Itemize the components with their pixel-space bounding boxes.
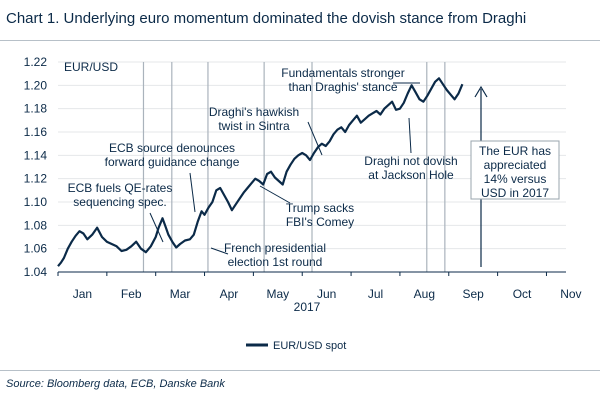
annotation-french: French presidential [224, 241, 326, 255]
y-axis-label: EUR/USD [64, 60, 118, 74]
legend-label: EUR/USD spot [273, 340, 346, 352]
y-tick-label: 1.22 [24, 55, 48, 69]
legend: EUR/USD spot [246, 340, 346, 352]
x-tick-label-jan: Jan [73, 287, 92, 301]
annotation-french: election 1st round [228, 255, 323, 269]
y-tick-label: 1.20 [24, 78, 48, 92]
event-lines [142, 62, 446, 272]
source-note: Source: Bloomberg data, ECB, Danske Bank [6, 378, 225, 390]
chart-title: Chart 1. Underlying euro momentum domina… [6, 10, 527, 27]
series-line-eurusd [57, 77, 464, 267]
x-tick-label-jul: Jul [368, 287, 383, 301]
y-tick-label: 1.18 [24, 102, 48, 116]
annotation-jackson: Draghi not dovish [364, 154, 457, 168]
y-tick-label: 1.12 [24, 172, 48, 186]
annotation-ecb-fwd: ECB source denounces [109, 141, 235, 155]
x-tick-label-sep: Sep [463, 287, 485, 301]
callout-text: The EUR has [479, 144, 551, 158]
title-divider [0, 40, 600, 41]
annotation-ecb-qe: ECB fuels QE-rates [68, 181, 173, 195]
x-tick-label-aug: Aug [414, 287, 435, 301]
callout-box [470, 140, 560, 200]
y-tick-label: 1.16 [24, 125, 48, 139]
x-tick-label-apr: Apr [220, 287, 239, 301]
annotation-sintra: Draghi's hawkish [209, 105, 299, 119]
y-tick-label: 1.08 [24, 218, 48, 232]
annotation-sintra: twist in Sintra [218, 119, 290, 133]
x-tick-label-oct: Oct [513, 287, 532, 301]
source-divider [0, 370, 600, 371]
y-tick-label: 1.06 [24, 242, 48, 256]
annotation-arrow-ecb-fwd [189, 172, 196, 213]
annotation-ecb-qe: sequencing spec. [73, 195, 166, 209]
callout-text: 14% versus [484, 172, 547, 186]
annotation-trump: Trump sacks [286, 201, 354, 215]
annotation-trump: FBI's Comey [286, 215, 354, 229]
annotation-arrow-trump [259, 185, 291, 204]
x-tick-label-mar: Mar [170, 287, 191, 301]
annotation-fundamentals: than Draghis' stance [288, 80, 397, 94]
annotation-fundamentals: Fundamentals stronger [281, 66, 404, 80]
x-axis-year-label: 2017 [294, 300, 321, 314]
x-tick-label-jun: Jun [317, 287, 336, 301]
y-tick-label: 1.10 [24, 195, 48, 209]
axes [57, 271, 566, 276]
x-tick-labels: Jan Feb Mar Apr May Jun Jul Aug Sep Oct Nov [73, 287, 582, 301]
annotation-arrow-ecb-qe [149, 212, 164, 243]
annotation-arrow-sintra [307, 121, 323, 156]
series-lines [57, 77, 464, 267]
x-tick-label-may: May [266, 287, 289, 301]
appreciation-arrowhead [474, 85, 488, 98]
annotation-arrow-jackson [408, 117, 412, 154]
annotations: EUR/USD 2017 ECB fuels QE-ratessequencin… [64, 60, 560, 314]
y-tick-label: 1.04 [24, 265, 48, 279]
annotation-jackson: at Jackson Hole [368, 168, 454, 182]
y-tick-labels: 1.04 1.06 1.08 1.10 1.12 1.14 1.16 1.18 1.20 1.22 [24, 55, 48, 279]
y-tick-label: 1.14 [24, 148, 48, 162]
annotation-arrow-french [210, 247, 229, 255]
x-tick-label-feb: Feb [121, 287, 142, 301]
x-tick-label-nov: Nov [560, 287, 581, 301]
annotation-ecb-fwd: forward guidance change [105, 155, 240, 169]
callout-text: USD in 2017 [481, 186, 549, 200]
callout-text: appreciated [484, 158, 547, 172]
